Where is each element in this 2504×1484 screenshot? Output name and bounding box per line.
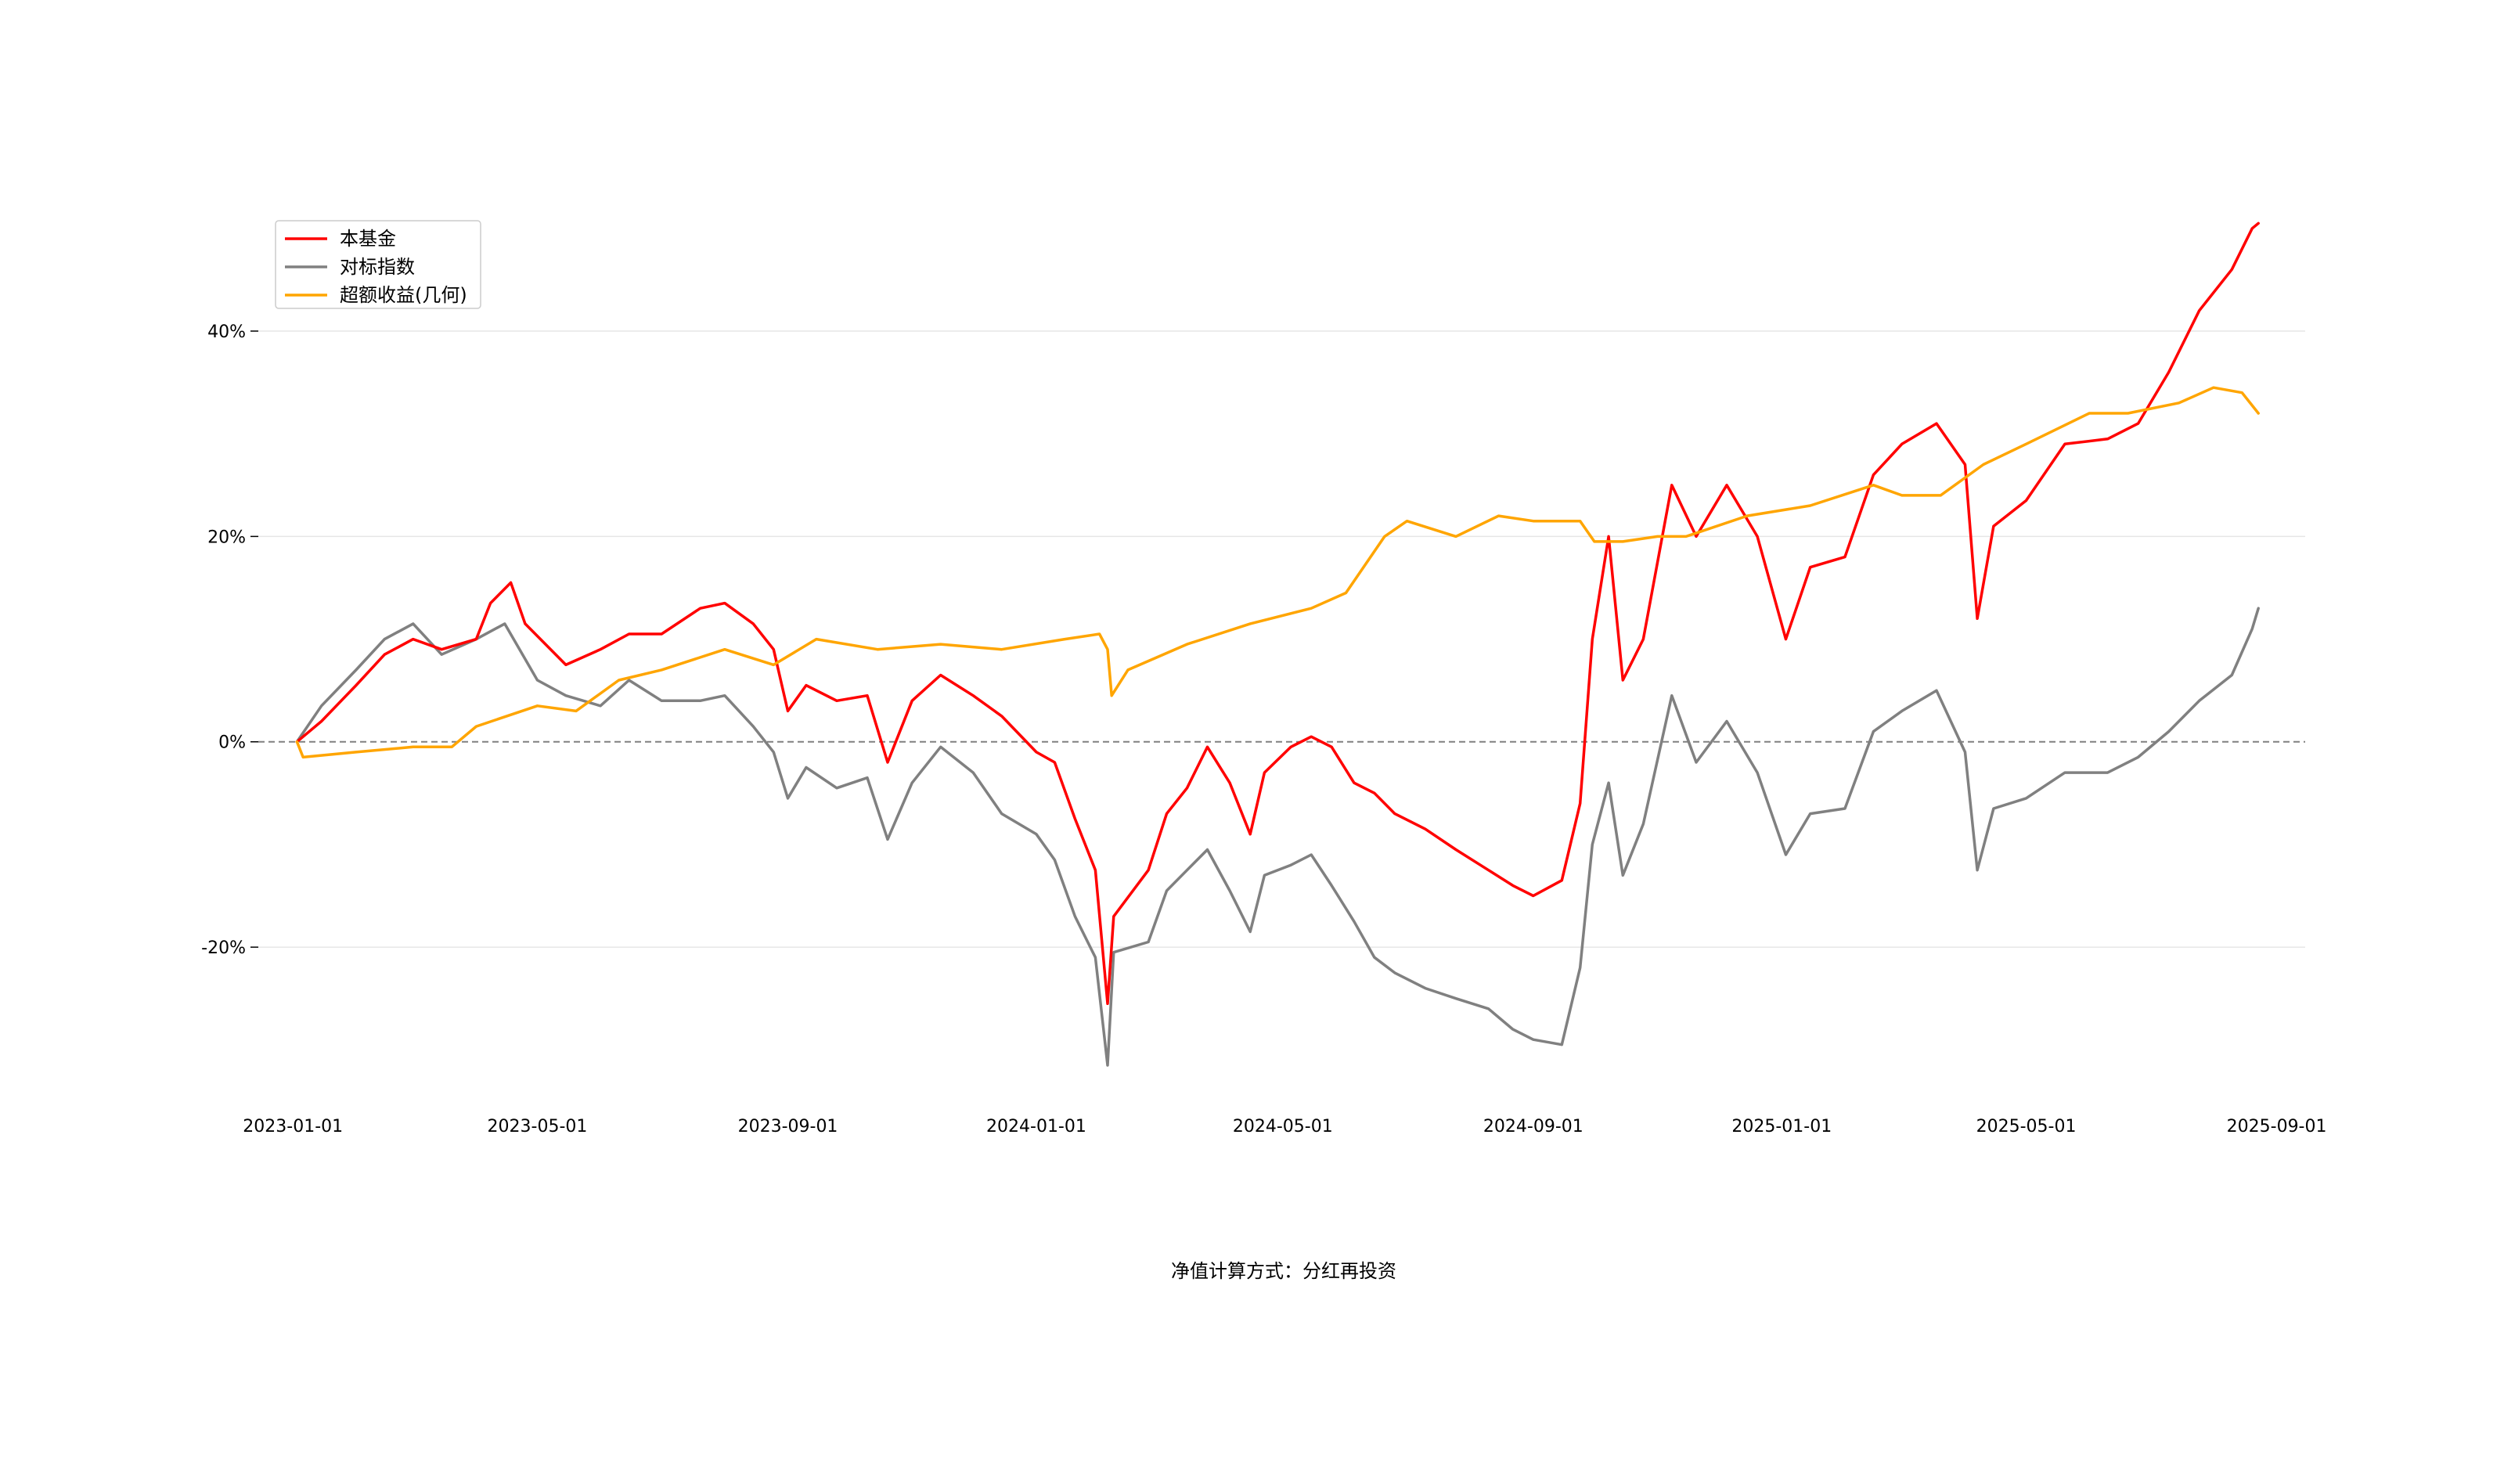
x-tick-label: 2023-05-01 [488,1117,588,1136]
legend-label-fund: 本基金 [340,228,396,250]
y-tick-label: 0% [218,733,246,753]
series-line-0 [295,222,2260,1006]
x-tick-label: 2024-05-01 [1233,1117,1333,1136]
x-tick-label: 2024-01-01 [986,1117,1086,1136]
x-axis-caption: 净值计算方式：分红再投资 [1171,1260,1396,1282]
y-tick-label: 40% [207,322,246,342]
legend-box [275,220,481,309]
legend: 本基金 对标指数 超额收益(几何) [275,220,481,309]
y-tick-label: 20% [207,528,246,547]
series-lines [295,222,2260,1067]
x-tick-label: 2025-05-01 [1976,1117,2077,1136]
y-tick-label: -20% [201,938,246,958]
y-axis: -20% 0% 20% 40% [201,322,258,958]
legend-label-benchmark: 对标指数 [340,256,415,278]
x-tick-label: 2023-09-01 [738,1117,838,1136]
series-line-1 [295,607,2260,1067]
x-tick-label: 2023-01-01 [243,1117,343,1136]
legend-label-excess: 超额收益(几何) [340,284,467,306]
x-tick-label: 2024-09-01 [1483,1117,1583,1136]
x-axis: 2023-01-01 2023-05-01 2023-09-01 2024-01-01… [243,1117,2326,1136]
grid-lines [258,330,2305,948]
series-line-2 [295,386,2260,759]
x-tick-label: 2025-09-01 [2227,1117,2327,1136]
x-tick-label: 2025-01-01 [1731,1117,1832,1136]
